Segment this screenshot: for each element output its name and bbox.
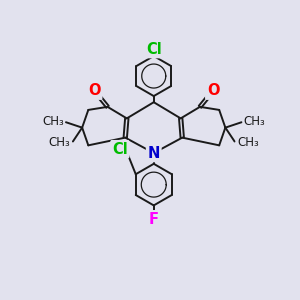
Text: N: N bbox=[148, 146, 160, 160]
Text: Cl: Cl bbox=[146, 42, 162, 57]
Text: Cl: Cl bbox=[112, 142, 128, 157]
Text: CH₃: CH₃ bbox=[244, 115, 266, 128]
Text: O: O bbox=[207, 83, 219, 98]
Text: CH₃: CH₃ bbox=[237, 136, 259, 149]
Text: CH₃: CH₃ bbox=[49, 136, 70, 149]
Text: O: O bbox=[88, 83, 101, 98]
Text: CH₃: CH₃ bbox=[42, 115, 64, 128]
Text: F: F bbox=[149, 212, 159, 227]
